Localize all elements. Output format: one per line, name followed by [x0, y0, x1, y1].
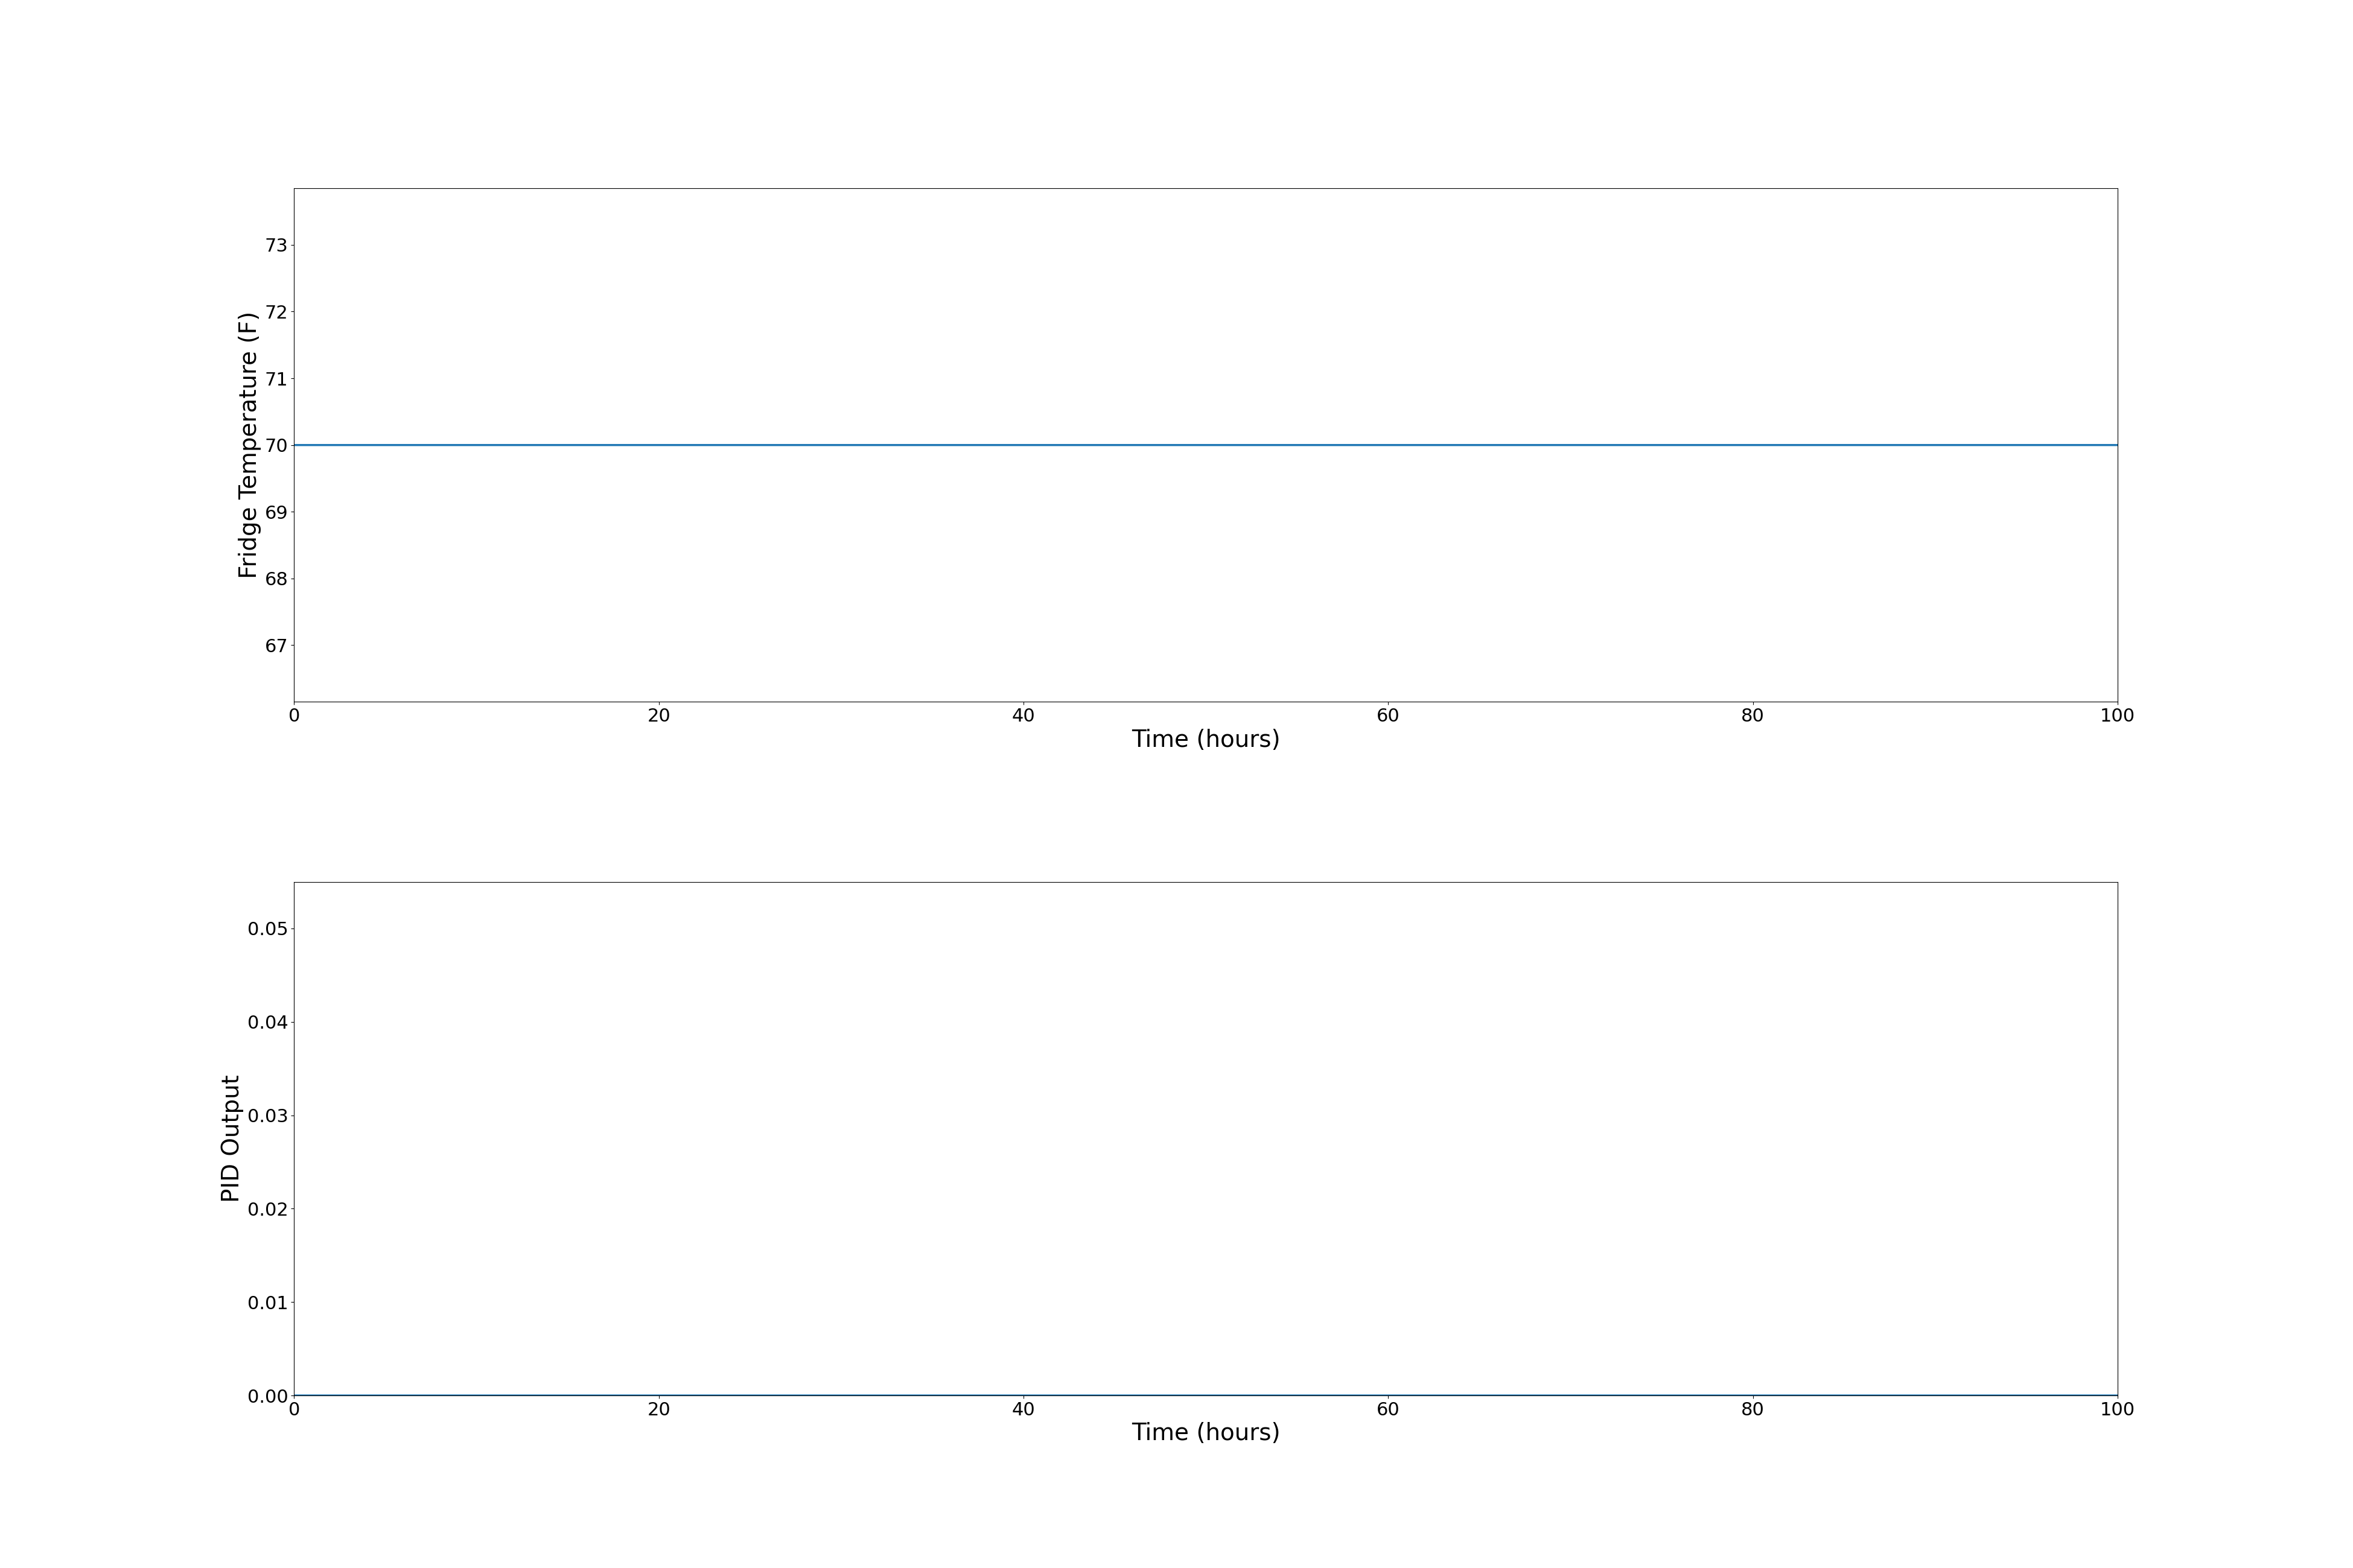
Y-axis label: Fridge Temperature (F): Fridge Temperature (F): [238, 312, 261, 579]
X-axis label: Time (hours): Time (hours): [1132, 1422, 1280, 1446]
X-axis label: Time (hours): Time (hours): [1132, 729, 1280, 751]
Y-axis label: PID Output: PID Output: [221, 1074, 245, 1203]
